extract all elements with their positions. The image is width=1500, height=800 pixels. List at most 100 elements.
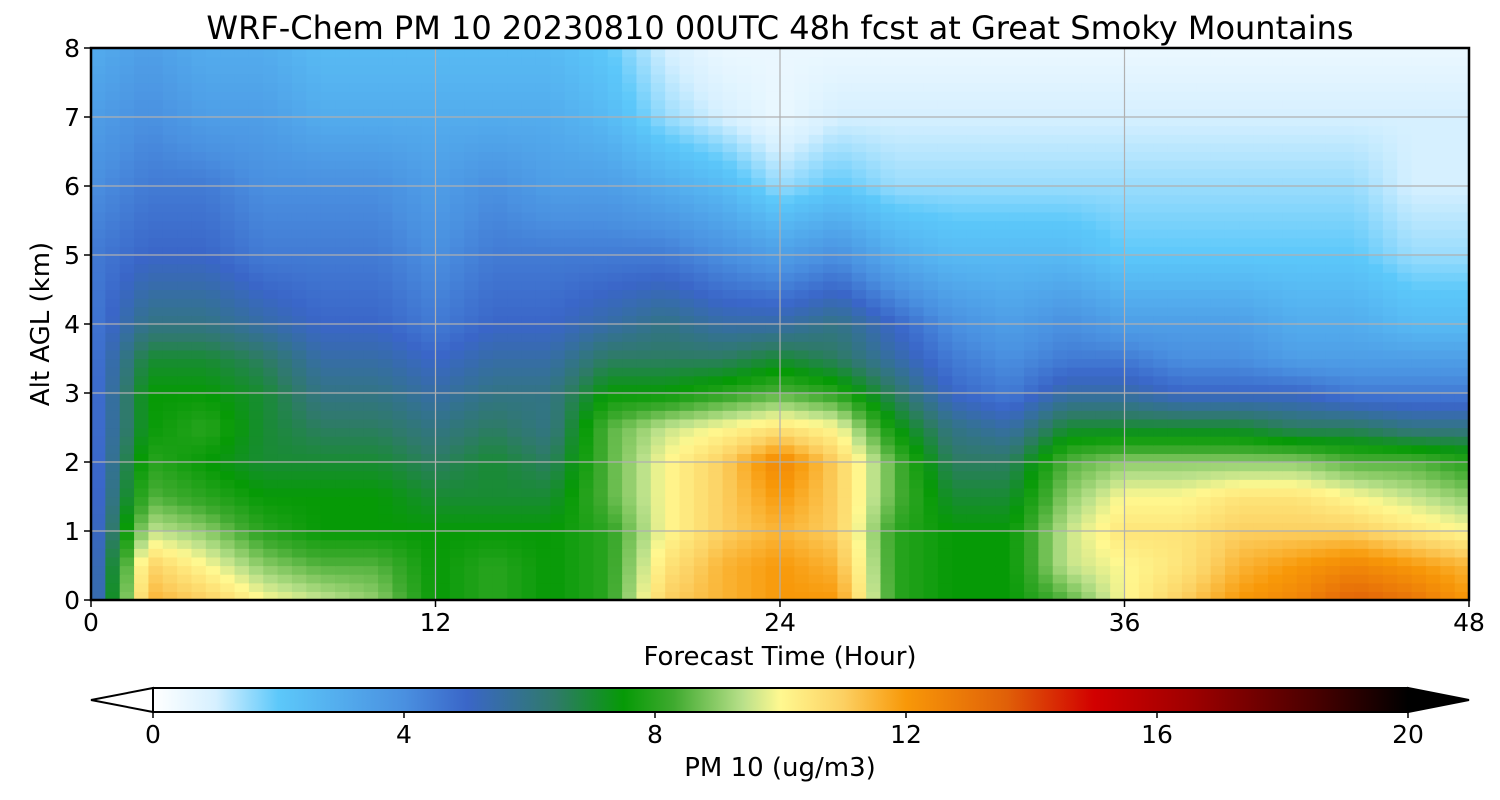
heatmap-cell xyxy=(1124,574,1140,584)
heatmap-cell xyxy=(679,531,695,541)
heatmap-cell xyxy=(277,332,293,342)
heatmap-cell xyxy=(478,384,494,394)
heatmap-cell xyxy=(205,255,221,265)
heatmap-cell xyxy=(593,168,609,178)
heatmap-cell xyxy=(679,168,695,178)
heatmap-cell xyxy=(1382,470,1398,480)
heatmap-cell xyxy=(722,263,738,273)
heatmap-cell xyxy=(937,591,953,600)
heatmap-cell xyxy=(794,280,810,291)
heatmap-cell xyxy=(177,453,193,463)
heatmap-cell xyxy=(650,462,666,472)
heatmap-cell xyxy=(1095,324,1111,334)
heatmap-cell xyxy=(708,479,724,489)
heatmap-cell xyxy=(335,177,350,187)
heatmap-cell xyxy=(378,237,394,247)
heatmap-cell xyxy=(693,505,709,515)
heatmap-cell xyxy=(507,548,523,558)
heatmap-cell xyxy=(708,384,724,394)
heatmap-cell xyxy=(607,453,623,463)
heatmap-cell xyxy=(650,556,666,567)
heatmap-cell xyxy=(378,591,394,600)
heatmap-cell xyxy=(937,531,953,541)
heatmap-cell xyxy=(894,591,910,600)
heatmap-cell xyxy=(248,401,264,411)
heatmap-cell xyxy=(378,539,394,549)
heatmap-cell xyxy=(119,513,135,523)
heatmap-cell xyxy=(923,444,939,454)
heatmap-cell xyxy=(1038,513,1054,523)
heatmap-cell xyxy=(191,496,207,506)
heatmap-cell xyxy=(937,401,953,411)
heatmap-cell xyxy=(1024,574,1039,584)
heatmap-cell xyxy=(1224,280,1240,291)
heatmap-cell xyxy=(1153,522,1169,532)
heatmap-cell xyxy=(1454,255,1469,265)
heatmap-cell xyxy=(995,315,1011,325)
heatmap-cell xyxy=(1224,522,1240,532)
heatmap-cell xyxy=(923,203,939,213)
heatmap-cell xyxy=(837,436,853,446)
heatmap-cell xyxy=(909,332,925,342)
heatmap-cell xyxy=(449,194,465,204)
heatmap-cell xyxy=(1138,220,1154,230)
heatmap-cell xyxy=(492,393,508,403)
heatmap-cell xyxy=(937,539,953,549)
heatmap-cell xyxy=(134,349,150,360)
heatmap-cell xyxy=(1325,487,1341,498)
heatmap-cell xyxy=(91,427,106,437)
heatmap-cell xyxy=(435,479,451,489)
heatmap-cell xyxy=(579,332,594,342)
heatmap-cell xyxy=(1253,375,1269,385)
heatmap-cell xyxy=(1239,194,1255,204)
heatmap-cell xyxy=(535,436,551,446)
heatmap-cell xyxy=(1239,341,1255,351)
heatmap-cell xyxy=(363,436,379,446)
heatmap-cell xyxy=(248,375,264,385)
heatmap-cell xyxy=(722,384,738,394)
heatmap-cell xyxy=(1024,513,1039,523)
heatmap-cell xyxy=(622,358,638,368)
heatmap-cell xyxy=(378,332,394,342)
heatmap-cell xyxy=(191,367,207,377)
heatmap-cell xyxy=(607,522,623,532)
heatmap-cell xyxy=(794,574,810,584)
heatmap-cell xyxy=(1067,591,1083,600)
heatmap-cell xyxy=(937,229,953,239)
heatmap-cell xyxy=(492,505,508,515)
heatmap-cell xyxy=(1325,582,1341,592)
heatmap-cell xyxy=(535,367,551,377)
heatmap-cell xyxy=(277,479,293,489)
heatmap-cell xyxy=(1124,591,1140,600)
heatmap-cell xyxy=(1268,341,1283,351)
heatmap-cell xyxy=(148,505,164,515)
heatmap-cell xyxy=(492,436,508,446)
heatmap-cell xyxy=(1181,539,1197,549)
heatmap-cell xyxy=(966,427,982,437)
heatmap-cell xyxy=(105,237,121,247)
heatmap-cell xyxy=(162,194,178,204)
heatmap-cell xyxy=(780,349,795,360)
heatmap-cell xyxy=(435,401,451,411)
heatmap-cell xyxy=(937,289,953,299)
heatmap-cell xyxy=(1368,427,1384,437)
heatmap-cell xyxy=(1224,556,1240,567)
heatmap-cell xyxy=(1009,220,1025,230)
heatmap-cell xyxy=(392,444,408,454)
heatmap-cell xyxy=(220,453,236,463)
heatmap-cell xyxy=(492,298,508,308)
heatmap-cell xyxy=(1411,453,1427,463)
heatmap-cell xyxy=(866,151,882,161)
heatmap-cell xyxy=(894,384,910,394)
heatmap-cell xyxy=(1382,556,1398,567)
heatmap-cell xyxy=(937,263,953,273)
heatmap-cell xyxy=(1038,341,1054,351)
heatmap-cell xyxy=(205,522,221,532)
heatmap-cell xyxy=(1440,358,1456,368)
heatmap-cell xyxy=(248,444,264,454)
heatmap-cell xyxy=(1196,315,1212,325)
heatmap-cell xyxy=(1282,418,1298,429)
heatmap-cell xyxy=(1196,591,1212,600)
heatmap-cell xyxy=(91,591,106,600)
heatmap-cell xyxy=(392,272,408,282)
